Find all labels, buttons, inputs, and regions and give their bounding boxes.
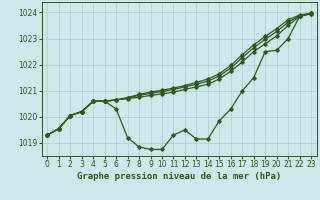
X-axis label: Graphe pression niveau de la mer (hPa): Graphe pression niveau de la mer (hPa) (77, 172, 281, 181)
